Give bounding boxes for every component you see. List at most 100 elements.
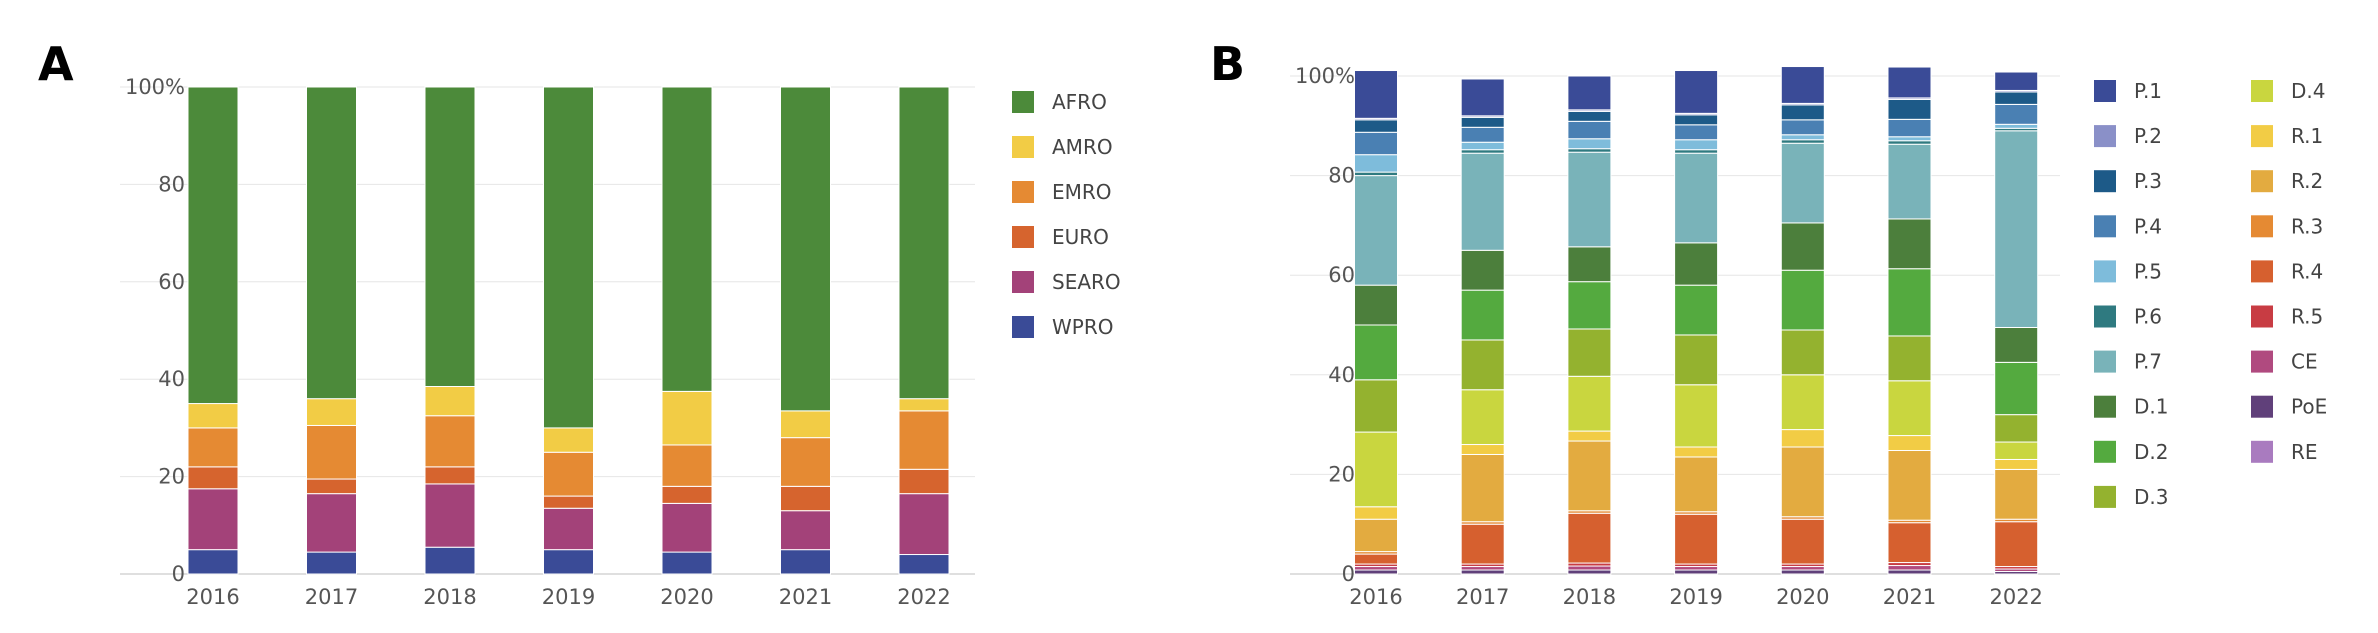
legend-label-d-2: D.2 <box>2134 440 2168 464</box>
bar-segment-ce-2016 <box>1354 566 1398 571</box>
legend-item-r-5: R.5 <box>2251 305 2323 329</box>
legend-label-re: RE <box>2291 440 2318 464</box>
bar-segment-afro-2022 <box>898 86 950 400</box>
panel-b-bars <box>1354 66 2039 575</box>
legend-swatch-r-4 <box>2251 260 2273 283</box>
bar-segment-d-2-2017 <box>1460 289 1505 341</box>
bar-segment-d-1-2019 <box>1674 242 1719 286</box>
bar-stack-2017 <box>1460 78 1505 575</box>
legend-label-p-4: P.4 <box>2134 214 2162 238</box>
bar-segment-r-1-2020 <box>1780 429 1825 448</box>
legend-swatch-p-3 <box>2094 170 2116 193</box>
panel-a-chart: A 0 20 40 60 80 100% 2016 2017 2018 2019 2020 2021… <box>38 37 1121 609</box>
legend-swatch-afro <box>1012 91 1034 113</box>
bar-stack-2016 <box>1354 70 1398 575</box>
bar-segment-searo-2020 <box>661 502 713 553</box>
bar-segment-emro-2018 <box>424 415 476 468</box>
bar-segment-p-1-2019 <box>1674 70 1719 114</box>
bar-segment-r-4-2016 <box>1354 553 1398 565</box>
panel-a-y-axis: 0 20 40 60 80 100% <box>125 75 185 586</box>
bar-segment-p-1-2020 <box>1780 66 1825 104</box>
legend-item-r-1: R.1 <box>2251 124 2323 148</box>
bar-segment-euro-2020 <box>661 485 713 504</box>
bar-segment-emro-2016 <box>187 427 239 468</box>
bar-segment-p-7-2022 <box>1994 130 2039 328</box>
bar-segment-r-2-2022 <box>1994 468 2039 520</box>
bar-segment-r-1-2018 <box>1567 430 1612 442</box>
legend-swatch-d-2 <box>2094 440 2116 463</box>
bar-stack-2022 <box>898 86 950 575</box>
legend-label-d-4: D.4 <box>2291 79 2325 103</box>
legend-item-r-2: R.2 <box>2251 169 2323 193</box>
bar-segment-afro-2020 <box>661 86 713 392</box>
bar-segment-emro-2020 <box>661 444 713 487</box>
bar-segment-p-6-2021 <box>1887 140 1932 145</box>
bar-segment-r-2-2016 <box>1354 518 1398 553</box>
legend-item-re: RE <box>2251 440 2318 464</box>
bar-segment-p-7-2019 <box>1674 152 1719 244</box>
bar-segment-amro-2021 <box>780 410 831 439</box>
bar-segment-p-5-2022 <box>1994 123 2039 129</box>
bar-segment-wpro-2019 <box>543 549 594 575</box>
bar-segment-amro-2020 <box>661 390 713 446</box>
bar-segment-p-1-2016 <box>1354 70 1398 119</box>
bar-segment-r-4-2020 <box>1780 518 1825 565</box>
y-tick-label-0: 0 <box>1342 562 1355 586</box>
bar-segment-d-3-2016 <box>1354 379 1398 433</box>
legend-swatch-p-7 <box>2094 350 2116 373</box>
bar-stack-2018 <box>424 86 476 575</box>
legend-swatch-ce <box>2251 350 2273 373</box>
legend-swatch-r-1 <box>2251 125 2273 148</box>
legend-swatch-p-2 <box>2094 125 2116 148</box>
legend-item-p-4: P.4 <box>2094 214 2162 238</box>
y-tick-label-20: 20 <box>158 465 185 489</box>
bar-segment-emro-2019 <box>543 451 594 497</box>
bar-segment-p-5-2018 <box>1567 138 1612 150</box>
y-tick-label-80: 80 <box>1328 164 1355 188</box>
bar-segment-d-3-2022 <box>1994 414 2039 443</box>
bar-segment-r-4-2021 <box>1887 522 1932 564</box>
legend-label-r-5: R.5 <box>2291 305 2323 329</box>
legend-item-r-4: R.4 <box>2251 259 2323 283</box>
bar-segment-d-3-2019 <box>1674 334 1719 386</box>
bar-segment-p-3-2016 <box>1354 119 1398 133</box>
bar-segment-euro-2018 <box>424 466 476 485</box>
panel-a-bars <box>187 86 950 575</box>
bar-segment-d-2-2019 <box>1674 284 1719 336</box>
bar-segment-poe-2016 <box>1354 569 1398 575</box>
bar-segment-d-1-2022 <box>1994 326 2039 363</box>
bar-segment-p-7-2016 <box>1354 175 1398 286</box>
legend-label-euro: EURO <box>1052 225 1109 249</box>
bar-segment-amro-2017 <box>306 398 357 426</box>
legend-label-p-1: P.1 <box>2134 79 2162 103</box>
bar-segment-d-3-2018 <box>1567 328 1612 377</box>
legend-label-wpro: WPRO <box>1052 315 1113 339</box>
bar-segment-d-3-2021 <box>1887 335 1932 382</box>
bar-segment-wpro-2018 <box>424 546 476 575</box>
y-tick-label-100: 100% <box>125 75 185 99</box>
x-tick-label-2019: 2019 <box>542 585 595 609</box>
bar-stack-2020 <box>1780 66 1825 575</box>
x-tick-label-2019: 2019 <box>1669 585 1722 609</box>
bar-segment-searo-2016 <box>187 488 239 551</box>
bar-segment-p-5-2021 <box>1887 136 1932 142</box>
legend-swatch-emro <box>1012 181 1034 203</box>
bar-segment-p-5-2020 <box>1780 134 1825 141</box>
bar-segment-p-6-2016 <box>1354 171 1398 177</box>
bar-segment-p-3-2019 <box>1674 114 1719 126</box>
panel-a-legend: AFRO AMRO EMRO EURO SEARO WPRO <box>1012 90 1121 339</box>
legend-swatch-d-3 <box>2094 485 2116 508</box>
bar-stack-2020 <box>661 86 713 575</box>
bar-segment-p-1-2021 <box>1887 66 1932 99</box>
legend-label-poe: PoE <box>2291 395 2327 419</box>
bar-segment-d-4-2016 <box>1354 431 1398 508</box>
legend-label-p-5: P.5 <box>2134 259 2162 283</box>
bar-segment-emro-2021 <box>780 437 831 487</box>
bar-segment-p-7-2018 <box>1567 151 1612 248</box>
legend-label-p-2: P.2 <box>2134 124 2162 148</box>
x-tick-label-2016: 2016 <box>1349 585 1402 609</box>
legend-label-searo: SEARO <box>1052 270 1121 294</box>
legend-item-p-2: P.2 <box>2094 124 2162 148</box>
legend-item-p-6: P.6 <box>2094 305 2162 329</box>
